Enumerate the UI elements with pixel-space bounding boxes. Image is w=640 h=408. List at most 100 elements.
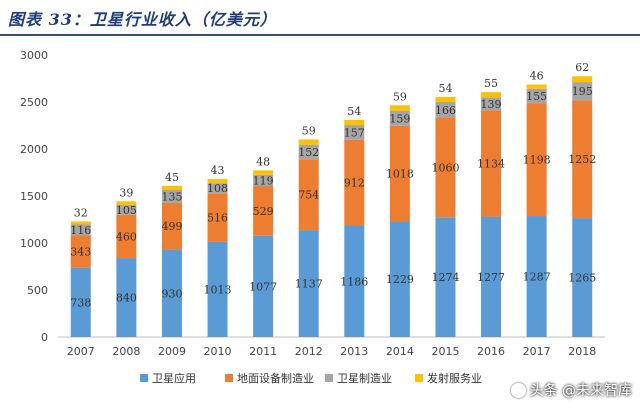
data-label: 930 (161, 287, 182, 300)
bar-segment (116, 258, 137, 337)
bar-segment (572, 100, 593, 219)
data-label: 59 (393, 90, 407, 103)
data-label: 48 (256, 155, 270, 168)
bar-segment (161, 189, 182, 203)
bar-segment (435, 117, 456, 218)
bar-segment (116, 204, 137, 215)
data-label: 119 (253, 174, 274, 187)
data-label: 343 (70, 246, 91, 259)
y-tick-label: 500 (27, 284, 48, 297)
legend-label: 卫星应用 (152, 371, 196, 385)
data-label: 39 (119, 186, 133, 199)
bar-segment (344, 225, 365, 337)
legend-swatch (415, 374, 423, 382)
bar-segment (526, 103, 547, 217)
data-label: 1198 (523, 154, 551, 167)
bar-segment (481, 110, 502, 217)
watermark: 头条 @未来智库 (510, 380, 632, 400)
bar-segment (344, 119, 365, 126)
bar-segment (344, 139, 365, 226)
y-tick-label: 3000 (20, 49, 48, 62)
data-label: 155 (526, 90, 547, 103)
data-label: 46 (530, 70, 544, 83)
y-tick-label: 2500 (20, 96, 48, 109)
legend-label: 发射服务业 (427, 371, 482, 385)
bar-segment (389, 105, 410, 111)
chart-title: 图表 33：卫星行业收入（亿美元） (8, 10, 277, 29)
bar-segment (253, 186, 274, 236)
data-label: 1134 (477, 158, 505, 171)
data-label: 1274 (431, 271, 459, 284)
x-tick-label: 2015 (431, 345, 459, 358)
x-tick-label: 2018 (568, 345, 596, 358)
data-label: 54 (438, 82, 452, 95)
bar-segment (161, 249, 182, 337)
bar-segment (389, 221, 410, 337)
bar-segment (572, 218, 593, 337)
data-label: 738 (70, 296, 91, 309)
bar-segment (435, 217, 456, 337)
x-tick-label: 2014 (386, 345, 414, 358)
title-divider (0, 34, 640, 36)
bar-segment (207, 183, 228, 194)
data-label: 139 (481, 98, 502, 111)
bar-segment (253, 170, 274, 175)
data-label: 55 (484, 77, 498, 90)
bar-segment (70, 221, 91, 225)
bar-segment (389, 110, 410, 126)
data-label: 1077 (249, 280, 277, 293)
data-label: 59 (302, 124, 316, 137)
bar-segment (298, 139, 319, 145)
data-label: 195 (572, 85, 593, 98)
bar-segment (435, 96, 456, 102)
legend-label: 卫星制造业 (337, 371, 392, 385)
bar-segment (572, 82, 593, 101)
bar-segment (161, 202, 182, 250)
data-label: 159 (389, 112, 410, 125)
y-tick-label: 0 (41, 331, 48, 344)
data-label: 1186 (340, 275, 368, 288)
bar-segment (526, 84, 547, 89)
data-label: 1018 (386, 168, 414, 181)
data-label: 1060 (431, 161, 459, 174)
x-tick-label: 2007 (67, 345, 95, 358)
x-tick-label: 2009 (158, 345, 186, 358)
bar-segment (298, 144, 319, 160)
data-label: 1252 (568, 153, 596, 166)
legend-swatch (325, 374, 333, 382)
data-label: 1229 (386, 273, 414, 286)
data-label: 152 (298, 146, 319, 159)
data-label: 1013 (204, 283, 232, 296)
data-label: 1265 (568, 272, 596, 285)
bar-segment (481, 216, 502, 337)
data-label: 1277 (477, 271, 505, 284)
legend-label: 地面设备制造业 (237, 371, 314, 385)
data-label: 54 (347, 105, 361, 118)
bar-segment (207, 193, 228, 242)
data-label: 1137 (295, 278, 323, 291)
y-tick-label: 1000 (20, 237, 48, 250)
data-label: 529 (253, 205, 274, 218)
data-label: 62 (575, 61, 589, 74)
bar-segment (70, 224, 91, 236)
data-label: 516 (207, 212, 228, 225)
data-label: 116 (70, 224, 91, 237)
data-label: 135 (161, 190, 182, 203)
bar-segment (116, 201, 137, 205)
data-label: 166 (435, 104, 456, 117)
data-label: 157 (344, 126, 365, 139)
y-tick-label: 1500 (20, 190, 48, 203)
x-tick-label: 2011 (249, 345, 277, 358)
bar-segment (207, 241, 228, 337)
bar-segment (435, 102, 456, 118)
bar-segment (481, 92, 502, 98)
data-label: 45 (165, 171, 179, 184)
data-label: 32 (74, 206, 88, 219)
x-tick-label: 2012 (295, 345, 323, 358)
bar-segment (298, 159, 319, 231)
bar-segment (253, 235, 274, 337)
bar-segment (70, 267, 91, 337)
data-label: 912 (344, 177, 365, 190)
data-label: 499 (161, 220, 182, 233)
